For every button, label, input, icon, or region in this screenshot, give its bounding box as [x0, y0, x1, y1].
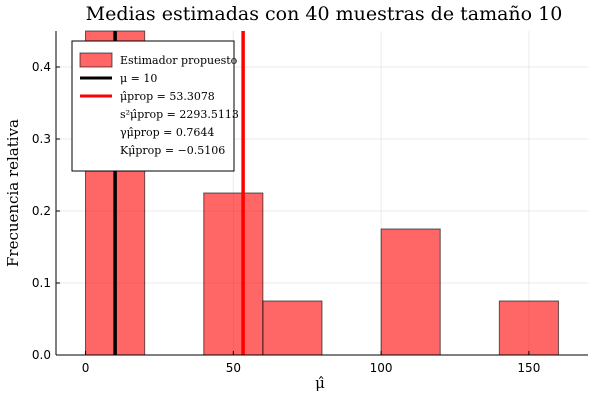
x-axis-label: μ̂	[315, 374, 325, 392]
y-tick-label-1: 0.1	[32, 276, 51, 290]
y-tick-label-3: 0.3	[32, 132, 51, 146]
bar-3	[380, 228, 441, 356]
bar-4	[498, 300, 559, 356]
axes	[55, 31, 588, 356]
legend-swatch-0	[79, 52, 113, 68]
x-tick-label-3: 150	[517, 361, 540, 375]
legend-label-4: γμ̂prop = 0.7644	[120, 126, 214, 139]
y-tick-label-0: 0.0	[32, 348, 51, 362]
y-tick-label-2: 0.2	[32, 204, 51, 218]
legend-label-3: s²μ̂prop = 2293.5113	[120, 108, 239, 121]
x-tick-label-2: 100	[370, 361, 393, 375]
y-axis-label: Frecuencia relativa	[4, 119, 22, 267]
x-tick-label-0: 0	[82, 361, 90, 375]
legend: Estimador propuesto μ = 10 μ̂prop = 53.307…	[71, 40, 239, 172]
x-tick-label-1: 50	[226, 361, 241, 375]
legend-label-1: μ = 10	[120, 72, 157, 85]
legend-label-0: Estimador propuesto	[120, 54, 238, 67]
chart-title: Medias estimadas con 40 muestras de tama…	[86, 3, 563, 25]
legend-label-2: μ̂prop = 53.3078	[120, 90, 215, 103]
legend-label-5: Kμ̂prop = −0.5106	[120, 144, 225, 157]
bar-2	[262, 300, 323, 356]
y-tick-label-4: 0.4	[32, 60, 51, 74]
bar-1	[203, 192, 264, 356]
tick-labels: 0 50 100 150 0.0 0.1 0.2 0.3 0.4	[32, 60, 540, 375]
